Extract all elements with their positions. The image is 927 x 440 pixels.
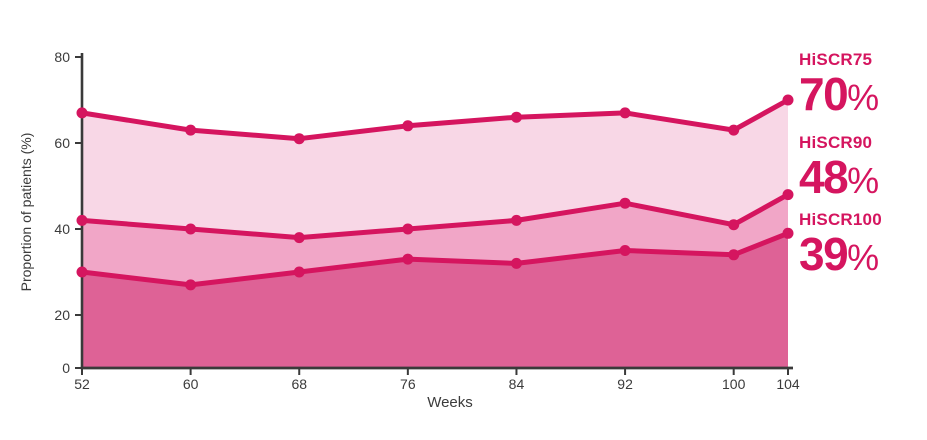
series-line-hiscr100 — [79, 230, 791, 288]
annotation-hiscr100-number: 39 — [799, 228, 849, 280]
data-point-hiscr100-week-92 — [619, 245, 631, 256]
y-tick-label: 40 — [54, 221, 70, 237]
data-point-hiscr75-week-104 — [782, 94, 794, 106]
annotation-hiscr100-label: HiSCR100 — [799, 210, 882, 229]
data-point-hiscr90-week-68 — [293, 232, 305, 244]
series-line-hiscr75 — [79, 97, 791, 142]
data-point-hiscr90-week-60 — [185, 223, 197, 235]
data-point-hiscr75-week-68 — [293, 133, 305, 145]
y-axis-title: Proportion of patients (%) — [18, 133, 34, 292]
area-fills-layer — [82, 100, 788, 368]
data-point-hiscr100-week-104 — [782, 227, 794, 239]
annotation-hiscr75-label: HiSCR75 — [799, 50, 873, 69]
x-axis-title: Weeks — [427, 394, 473, 411]
endpoint-annotations: HiSCR75 70% HiSCR90 48% HiSCR100 39% — [799, 0, 927, 440]
y-tick-label: 0 — [62, 360, 70, 376]
annotation-hiscr75-number: 70 — [799, 68, 849, 120]
data-point-hiscr90-week-52 — [76, 214, 88, 226]
x-tick-label: 92 — [617, 376, 633, 392]
data-point-hiscr75-week-100 — [728, 124, 740, 136]
y-tick-label: 60 — [54, 135, 70, 151]
data-point-hiscr75-week-84 — [510, 111, 522, 123]
x-tick-label: 68 — [291, 376, 307, 392]
annotation-hiscr90-unit: % — [847, 160, 880, 201]
data-point-hiscr90-week-92 — [619, 197, 631, 209]
annotation-hiscr75-unit: % — [847, 77, 880, 118]
x-tick-label: 76 — [400, 376, 416, 392]
annotation-hiscr90-label: HiSCR90 — [799, 133, 873, 152]
data-point-hiscr75-week-52 — [76, 107, 88, 119]
annotation-hiscr90-number: 48 — [799, 151, 849, 203]
x-tick-label: 100 — [722, 376, 746, 392]
y-tick-label: 20 — [54, 307, 70, 323]
annotation-hiscr100: HiSCR100 39% — [799, 210, 882, 282]
data-point-hiscr100-week-52 — [76, 266, 88, 278]
data-point-hiscr100-week-76 — [402, 253, 414, 265]
data-point-hiscr100-week-68 — [293, 266, 305, 278]
x-tick-label: 84 — [509, 376, 525, 392]
annotation-hiscr100-unit: % — [847, 237, 880, 278]
data-point-hiscr90-week-76 — [402, 223, 414, 235]
data-point-hiscr90-week-100 — [728, 219, 740, 231]
data-point-hiscr75-week-92 — [619, 107, 631, 119]
x-tick-label: 52 — [74, 376, 90, 392]
series-lines-layer — [76, 94, 794, 291]
annotation-hiscr90: HiSCR90 48% — [799, 133, 879, 205]
y-tick-label: 80 — [54, 49, 70, 65]
x-tick-label: 104 — [776, 376, 800, 392]
data-point-hiscr100-week-60 — [185, 279, 197, 291]
series-line-hiscr90 — [79, 192, 791, 241]
data-point-hiscr75-week-60 — [185, 124, 197, 136]
data-point-hiscr75-week-76 — [402, 120, 414, 132]
data-point-hiscr100-week-84 — [510, 257, 522, 269]
axes-layer — [75, 53, 793, 375]
x-tick-label: 60 — [183, 376, 199, 392]
data-point-hiscr90-week-84 — [510, 214, 522, 226]
data-point-hiscr100-week-100 — [728, 249, 740, 261]
annotation-hiscr75: HiSCR75 70% — [799, 50, 879, 122]
data-point-hiscr90-week-104 — [782, 189, 794, 201]
annotation-hiscr90-value: 48% — [799, 153, 879, 205]
tick-labels-layer: 0 20 40 60 80 52 60 68 76 84 92 100 104 — [54, 49, 799, 392]
annotation-hiscr100-value: 39% — [799, 230, 882, 282]
annotation-hiscr75-value: 70% — [799, 70, 879, 122]
